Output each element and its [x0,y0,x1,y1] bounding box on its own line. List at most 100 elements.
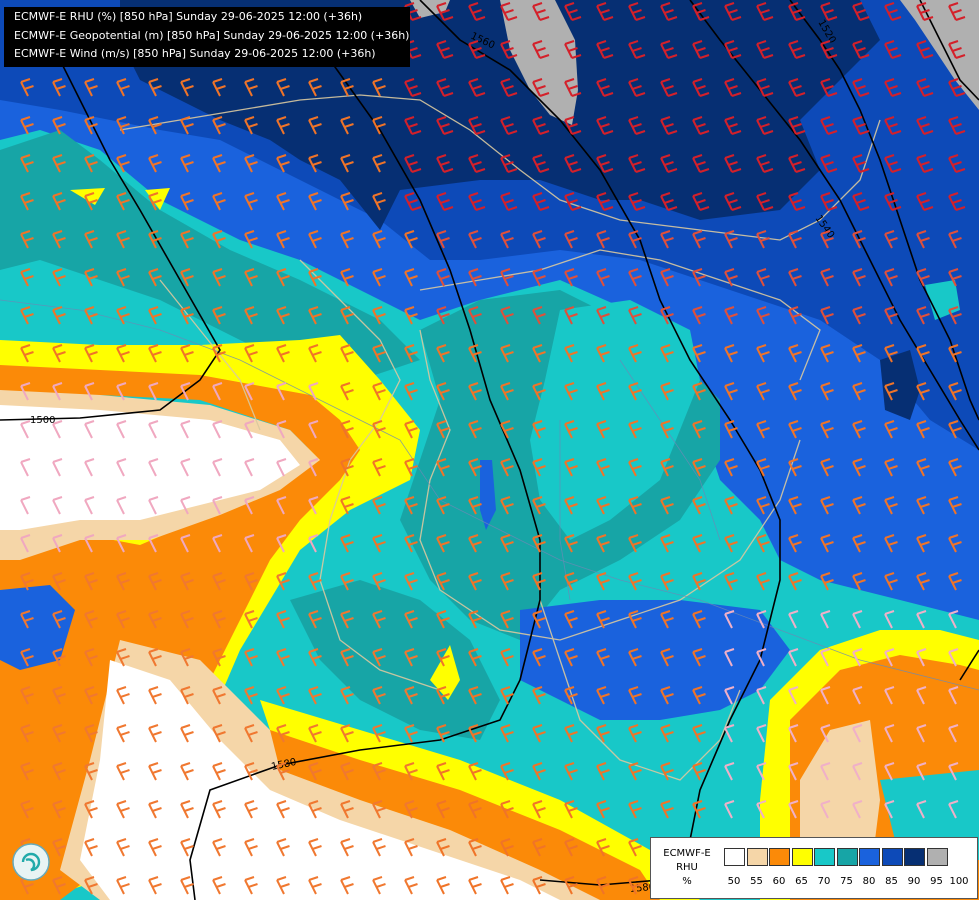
wind-barb [596,306,610,325]
wind-barb [468,800,482,819]
wind-barb [468,610,482,629]
wind-barb [52,496,63,515]
wind-barb [468,268,482,287]
wind-barb [628,762,642,781]
wind-barb [436,458,450,477]
wind-barb [916,686,927,705]
wind-barb [372,838,386,857]
legend-tick: 85 [885,876,898,887]
wind-barb [212,192,226,211]
wind-barb [212,724,226,743]
wind-barb [916,230,930,249]
wind-barb [788,40,806,59]
wind-barb [756,382,770,401]
wind-barb [436,344,450,363]
wind-barb [788,306,802,325]
wind-barb [436,876,450,895]
wind-barb [692,154,710,173]
wind-barb [180,610,194,629]
wind-barb [340,572,354,591]
wind-barb [852,230,866,249]
wind-barb [756,40,774,59]
wind-barb [84,268,98,287]
legend-swatch [814,848,835,866]
rh-zone-50-south [80,660,560,900]
legend-title-var: RHU [676,862,698,873]
wind-barb [884,192,902,211]
wind-barb [532,800,546,819]
wind-barb [820,40,838,59]
wind-barb [596,2,614,21]
wind-barb [180,458,191,477]
wind-barb [468,534,482,553]
wind-barb [52,78,66,97]
wind-barb [532,686,546,705]
wind-barb [948,686,959,705]
wind-barb [884,116,902,135]
wind-barb [180,306,194,325]
wind-barb [628,686,642,705]
rh-zone-65-spot-c [430,645,460,700]
wind-barb [308,534,319,553]
wind-barb [308,458,319,477]
wind-barb [436,610,450,629]
wind-barb [148,154,162,173]
wind-barb [180,78,194,97]
rh-zone-95-grey-ne [900,0,979,110]
wind-barb [596,116,614,135]
wind-barb [404,610,418,629]
legend-tick: 90 [907,876,921,887]
wind-barb [852,534,866,553]
wind-barb [468,78,486,97]
wind-barb [436,306,450,325]
wind-barb [244,496,255,515]
wind-barb [308,648,322,667]
wind-barb [756,610,767,629]
wind-barb [852,192,870,211]
wind-barb [276,838,290,857]
wind-barb [436,2,454,21]
wind-barb [276,610,290,629]
wind-barb [244,268,258,287]
wind-barb [372,192,386,211]
wind-barb [628,610,642,629]
wind-barb [276,496,287,515]
wind-barb [52,116,66,135]
wind-barb [500,686,514,705]
wind-barb [116,610,130,629]
wind-barb [20,306,34,325]
wind-barb [500,116,518,135]
wind-barb [628,268,642,287]
wind-barb [692,40,710,59]
wind-barb [404,268,418,287]
wind-barb [468,762,482,781]
wind-barb [820,534,834,553]
wind-barb [148,648,162,667]
wind-barb [244,572,258,591]
wind-barb [628,420,642,439]
wind-barb [756,496,770,515]
wind-barb [468,306,482,325]
wind-barb [820,192,838,211]
wind-barb [532,420,546,439]
rh-legend: ECMWF-E RHU % 50 55 60 65 70 75 80 85 90 95 100 [650,837,978,899]
wind-barb [308,686,322,705]
wind-barb [948,40,966,59]
wind-barb [532,230,546,249]
wind-barb [404,572,418,591]
wind-barb [628,306,642,325]
wind-barb [916,648,927,667]
wind-barb [276,344,290,363]
wind-barb [20,686,34,705]
rh-zone-60-south-band [270,730,660,900]
wind-barb [340,648,354,667]
wind-barb [788,78,806,97]
wind-barb [340,534,354,553]
wind-barb [948,762,959,781]
wind-barb [308,230,322,249]
wind-barb [84,496,95,515]
wind-barb [84,420,95,439]
wind-barb [116,344,130,363]
wind-barb [564,496,578,515]
